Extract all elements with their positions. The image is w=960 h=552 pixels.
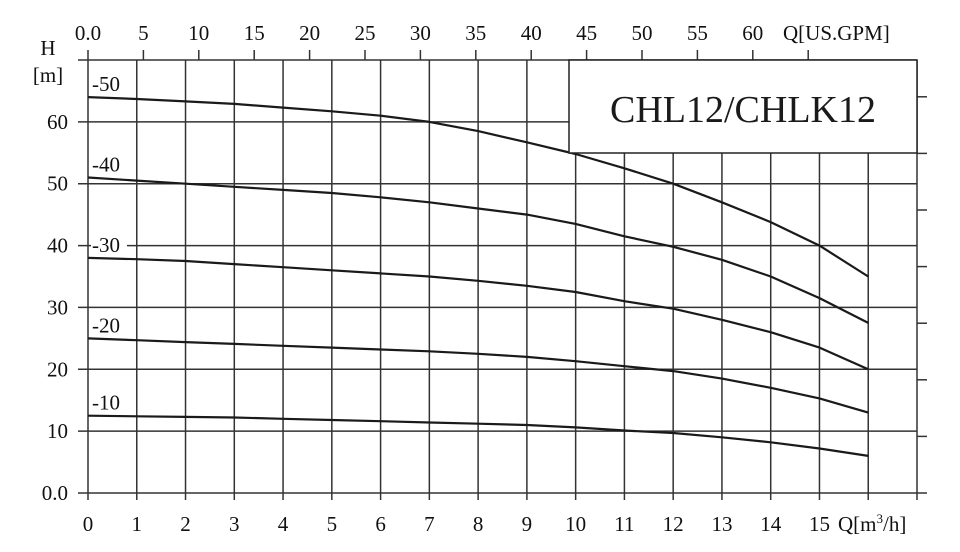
x-tick-label: 4 xyxy=(278,512,289,536)
chart-title: CHL12/CHLK12 xyxy=(610,89,876,131)
curve-label: -40 xyxy=(92,153,120,177)
x2-tick-label: 60 xyxy=(742,21,763,45)
x2-tick-label: 10 xyxy=(188,21,209,45)
y-axis-label: H xyxy=(40,36,55,60)
y-tick-label: 30 xyxy=(47,295,68,319)
x-tick-label: 6 xyxy=(375,512,386,536)
curve-minus-30 xyxy=(87,256,869,371)
x-tick-label: 12 xyxy=(663,512,684,536)
curve-label-bg xyxy=(91,314,127,334)
curve-label-bg xyxy=(91,233,127,253)
x-tick-label: 2 xyxy=(180,512,191,536)
y-axis-unit: [m] xyxy=(33,63,63,87)
curve-minus-10 xyxy=(87,414,869,457)
x2-tick-label: 25 xyxy=(355,21,376,45)
x-tick-label: 0 xyxy=(83,512,94,536)
curve-minus-50 xyxy=(87,96,869,278)
x-tick-label: 13 xyxy=(711,512,732,536)
curve-minus-40 xyxy=(87,176,869,324)
axis-labels: 0 1 2 3 4 5 6 7 8 9 10 11 12 13 14 150.0 5 10 15 20 25 30 35 40… xyxy=(42,21,830,536)
x2-axis-label: Q[US.GPM] xyxy=(783,21,890,45)
x2-tick-label: 45 xyxy=(576,21,597,45)
y-tick-label: 40 xyxy=(47,234,68,258)
x2-tick-label: 20 xyxy=(299,21,320,45)
x-tick-label: 5 xyxy=(327,512,338,536)
x2-tick-label: 0.0 xyxy=(75,21,101,45)
x2-tick-label: 35 xyxy=(465,21,486,45)
x-tick-label: 3 xyxy=(229,512,240,536)
curve-label-bg xyxy=(91,391,127,411)
x2-tick-label: 30 xyxy=(410,21,431,45)
title-box xyxy=(568,59,918,154)
y-tick-label: 60 xyxy=(47,110,68,134)
x-tick-label: 14 xyxy=(760,512,782,536)
curve-label: -50 xyxy=(92,72,120,96)
curve-label: -20 xyxy=(92,313,120,337)
y-tick-label: 20 xyxy=(47,357,68,381)
x2-tick-label: 5 xyxy=(138,21,149,45)
x2-tick-label: 15 xyxy=(244,21,265,45)
curve-label-bg xyxy=(91,73,127,93)
y-tick-label: 10 xyxy=(47,419,68,443)
x-tick-label: 8 xyxy=(473,512,484,536)
y-tick-label: 50 xyxy=(47,172,68,196)
curve-label: -10 xyxy=(92,391,120,415)
x2-tick-label: 40 xyxy=(521,21,542,45)
curves xyxy=(87,96,869,457)
x-axis-unit-sup: 3 xyxy=(877,511,884,526)
x-tick-label: 7 xyxy=(424,512,435,536)
x-axis-label: Q[m3/h] xyxy=(838,511,906,536)
x-tick-label: 9 xyxy=(522,512,533,536)
curve-minus-20 xyxy=(87,337,869,414)
x-tick-label: 10 xyxy=(565,512,586,536)
x2-tick-label: 50 xyxy=(632,21,653,45)
curve-label-bg xyxy=(91,153,127,173)
x-tick-label: 15 xyxy=(809,512,830,536)
x2-tick-label: 55 xyxy=(687,21,708,45)
x-tick-label: 11 xyxy=(614,512,634,536)
curve-label: -30 xyxy=(92,233,120,257)
x-tick-label: 1 xyxy=(132,512,143,536)
y-tick-label: 0.0 xyxy=(42,481,68,505)
